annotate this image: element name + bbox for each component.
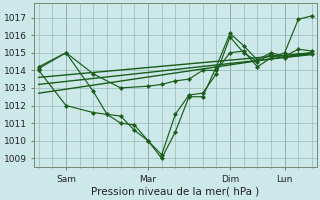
X-axis label: Pression niveau de la mer( hPa ): Pression niveau de la mer( hPa ) [91,187,260,197]
